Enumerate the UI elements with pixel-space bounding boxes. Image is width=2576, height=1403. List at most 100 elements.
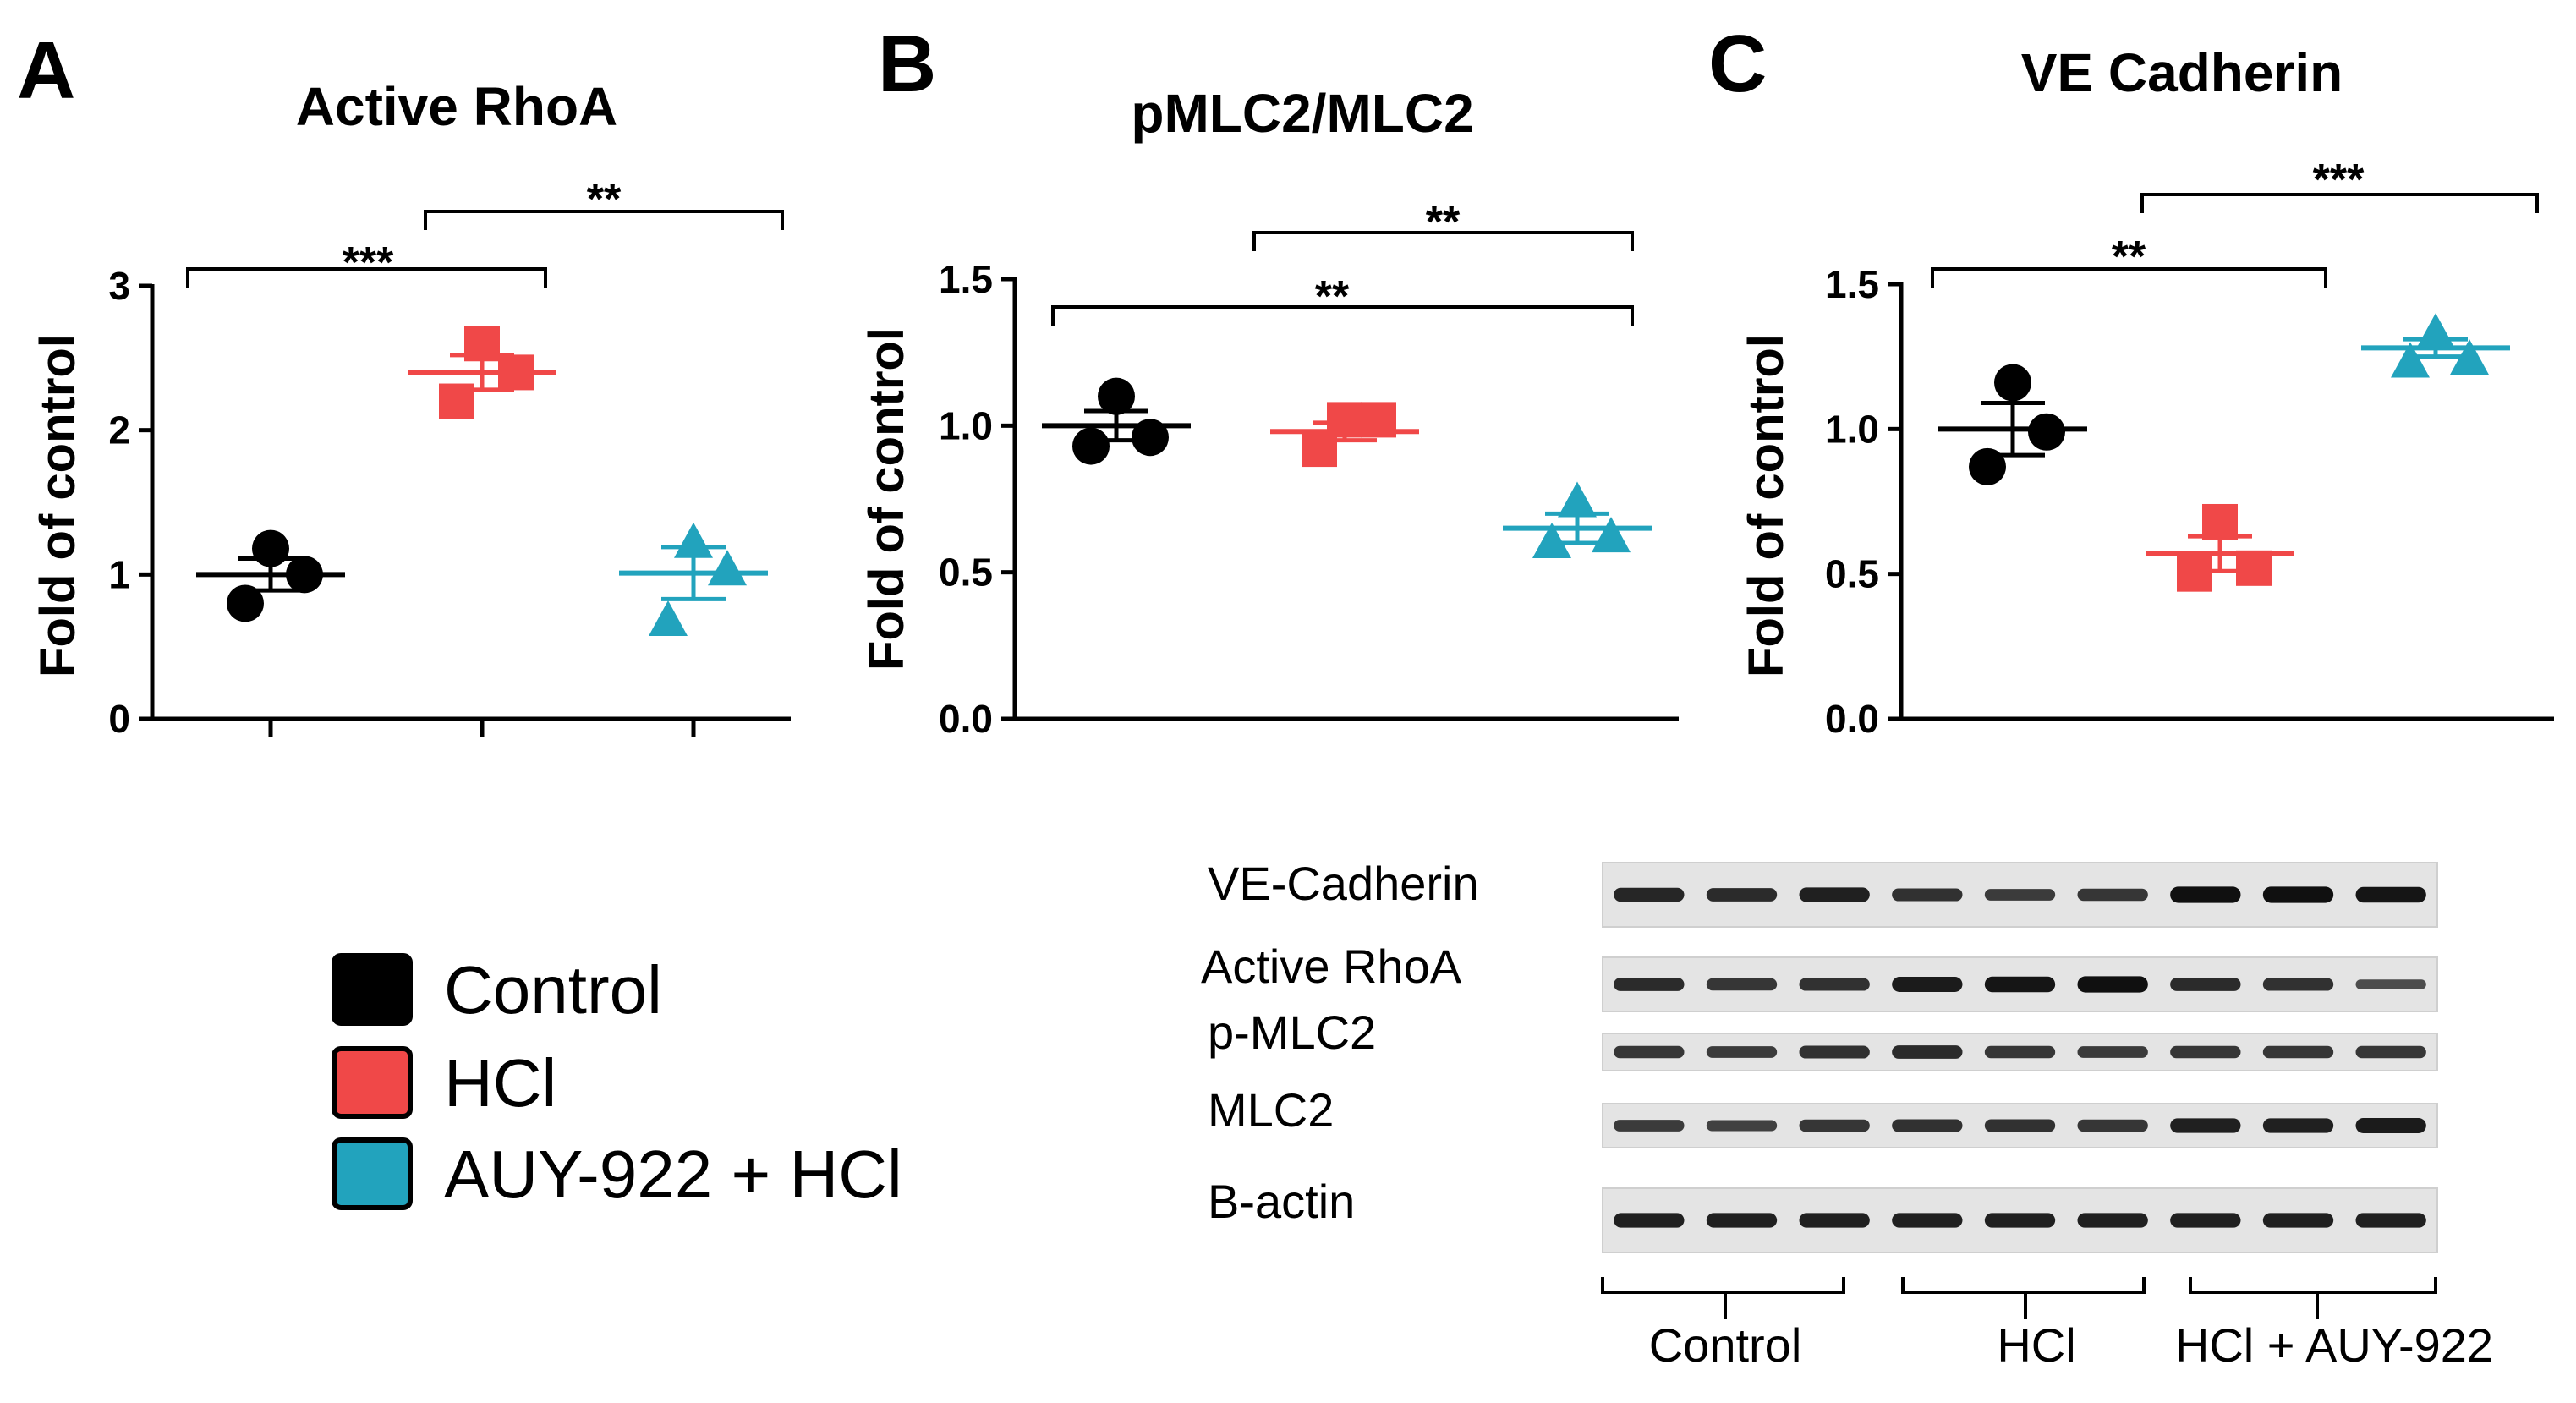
blot-row-label: p-MLC2 [1208,1006,1376,1059]
blot-band [2170,1118,2241,1133]
panel-letter-b: B [878,19,936,109]
significance-bracket [424,210,784,230]
blot-band [2355,1118,2426,1133]
data-point [2202,503,2238,540]
data-point [649,600,688,636]
western-blot: VE-Cadherin Active RhoA p-MLC2 MLC2 B-actin C… [1201,857,2493,1372]
data-point [1994,364,2031,402]
blot-row-label: Active RhoA [1201,940,1462,993]
legend: Control HCl AUY-922 + HCl [332,952,902,1212]
data-point [1098,377,1135,415]
chart-panel-c: VE Cadherin Fold of control 0.0 0.5 1.0 1.5 **… [1739,42,2554,741]
data-point [1532,523,1571,558]
chart-title: Active RhoA [296,76,618,137]
legend-label: Control [444,952,662,1028]
blot-band [2077,888,2148,902]
y-tick-label: 0 [108,697,130,741]
blot-band [1799,887,1870,902]
blot-row-label: VE-Cadherin [1208,857,1479,910]
data-point [252,529,289,567]
chart-panel-b: pMLC2/MLC2 Fold of control 0.0 0.5 1.0 1.5 ** *… [859,83,1679,741]
y-axis-label: Fold of control [30,334,85,677]
data-point [2391,342,2430,378]
significance-label: *** [343,238,394,288]
blot-band [1984,1213,2056,1228]
panel-letter-c: C [1708,19,1767,109]
data-point [286,556,323,594]
data-point [1969,447,2006,485]
data-point [674,522,713,558]
data-point [464,326,500,362]
blot-band [1892,1119,1963,1132]
data-point [2236,550,2272,586]
blot-band [1799,1045,1870,1059]
group-bracket [1901,1277,2146,1294]
blot-band [1892,1045,1963,1059]
blot-band [1614,1045,1685,1059]
data-point [227,584,264,622]
data-point [2177,556,2212,592]
legend-swatch [332,953,413,1026]
blot-band [1614,887,1685,902]
blot-band [2077,1046,2148,1058]
blot-band [2262,1213,2334,1228]
blot-band [1799,1119,1870,1132]
blot-band [1892,1213,1963,1228]
blot-band [2077,1213,2148,1228]
blot-band [2170,1213,2241,1228]
y-axis-label: Fold of control [1739,334,1794,677]
y-tick-label: 1.5 [939,257,993,301]
blot-band [2355,1213,2426,1228]
blot-band [2355,886,2426,903]
legend-label: AUY-922 + HCl [444,1137,902,1212]
significance-bracket [186,267,547,288]
blot-band [1706,1213,1778,1228]
blot-band [1984,976,2056,993]
legend-swatch [332,1137,413,1210]
data-point [2450,339,2489,375]
data-point [708,550,747,586]
significance-label: ** [2112,233,2146,282]
group-label: HCl [1997,1318,2075,1372]
y-axis-label: Fold of control [859,327,914,671]
data-point [1558,481,1597,518]
group-label: Control [1649,1318,1802,1372]
blot-band [2355,979,2426,989]
significance-label: ** [1315,272,1350,321]
blot-row-label: MLC2 [1208,1083,1334,1137]
chart-title: VE Cadherin [2021,42,2343,103]
blot-band [1706,978,1778,991]
blot-band [1984,889,2056,901]
panel-letter-a: A [17,25,75,116]
data-point [1072,427,1110,465]
blot-band [1984,1045,2056,1059]
blot-band [1706,1120,1778,1132]
group-label: HCl + AUY-922 [2175,1318,2493,1372]
significance-label: ** [1426,198,1461,247]
blot-band [2262,1045,2334,1059]
y-tick-label: 1.5 [1825,262,1879,306]
significance-bracket [2140,193,2539,213]
blot-band [1984,1119,2056,1132]
blot-band [1614,978,1685,991]
data-point [1327,402,1362,438]
y-tick-label: 1.0 [939,403,993,447]
blot-band [1706,888,1778,902]
blot-band [2262,886,2334,903]
significance-bracket [1252,231,1634,251]
data-point [1592,517,1631,553]
legend-swatch [332,1046,413,1119]
y-tick-label: 2 [108,408,130,452]
data-point [498,354,534,391]
blot-band [2262,978,2334,991]
y-tick-label: 1 [108,552,130,596]
y-tick-label: 0.0 [1825,697,1879,741]
data-point [439,383,474,419]
blot-row-label: B-actin [1208,1175,1355,1228]
blot-band [2077,976,2148,993]
blot-band [1614,1213,1685,1228]
y-tick-label: 0.0 [939,697,993,741]
blot-band [2262,1118,2334,1133]
blot-band [2170,886,2241,903]
